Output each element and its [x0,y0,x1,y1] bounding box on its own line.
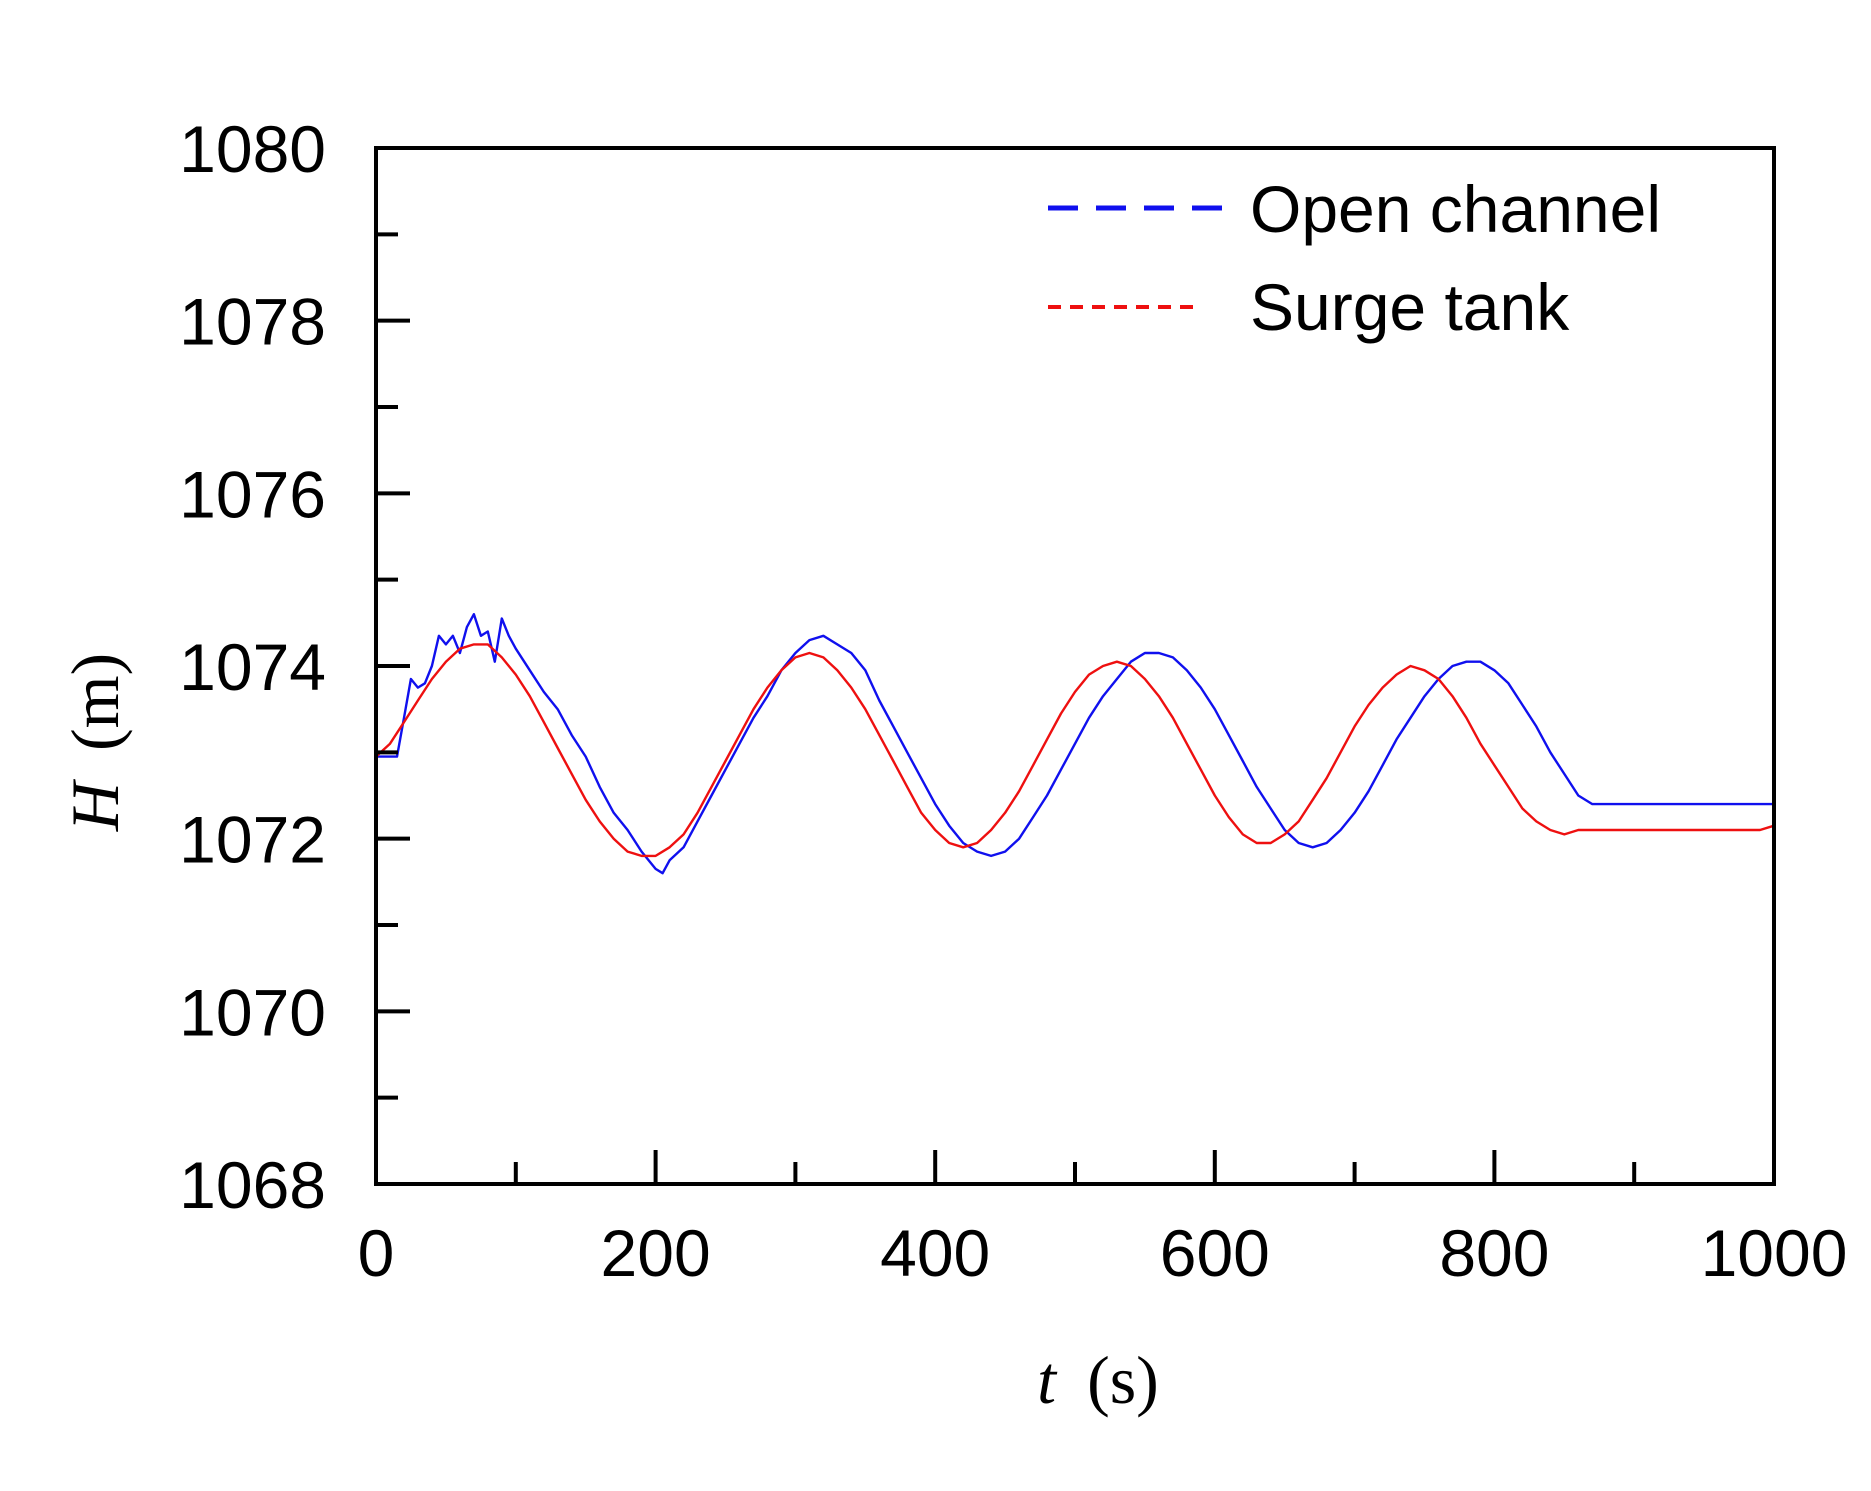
x-tick-label: 400 [880,1216,990,1290]
series-layer [375,613,1775,875]
y-tick-label: 1078 [179,285,326,359]
series-line-surge-tank [375,643,1775,858]
legend-label-surge-tank: Surge tank [1250,270,1570,344]
x-tick-labels: 0 200 400 600 800 1000 [358,1216,1848,1290]
legend: Open channel Surge tank [1048,172,1661,344]
y-tick-label: 1068 [179,1148,326,1222]
y-tick-label: 1070 [179,975,326,1049]
x-axis-unit: (s) [1087,1342,1159,1418]
y-axis-symbol: H [57,778,133,832]
y-tick-label: 1080 [179,112,326,186]
y-axis-unit: (m) [57,653,133,751]
y-tick-label: 1072 [179,803,326,877]
x-tick-label: 600 [1160,1216,1270,1290]
y-tick-label: 1074 [179,630,326,704]
x-axis-title: t (s) [1037,1342,1159,1418]
x-tick-label: 800 [1439,1216,1549,1290]
x-tick-label: 200 [601,1216,711,1290]
x-tick-label: 1000 [1701,1216,1848,1290]
y-tick-label: 1076 [179,457,326,531]
y-axis-title: H (m) [57,653,133,832]
legend-label-open-channel: Open channel [1250,172,1661,246]
x-tick-label: 0 [358,1216,395,1290]
x-axis-symbol: t [1037,1342,1058,1418]
series-line-open-channel [376,613,1774,875]
plot-area-frame [374,146,1776,1186]
y-tick-labels: 1068 1070 1072 1074 1076 1078 1080 [179,112,326,1222]
